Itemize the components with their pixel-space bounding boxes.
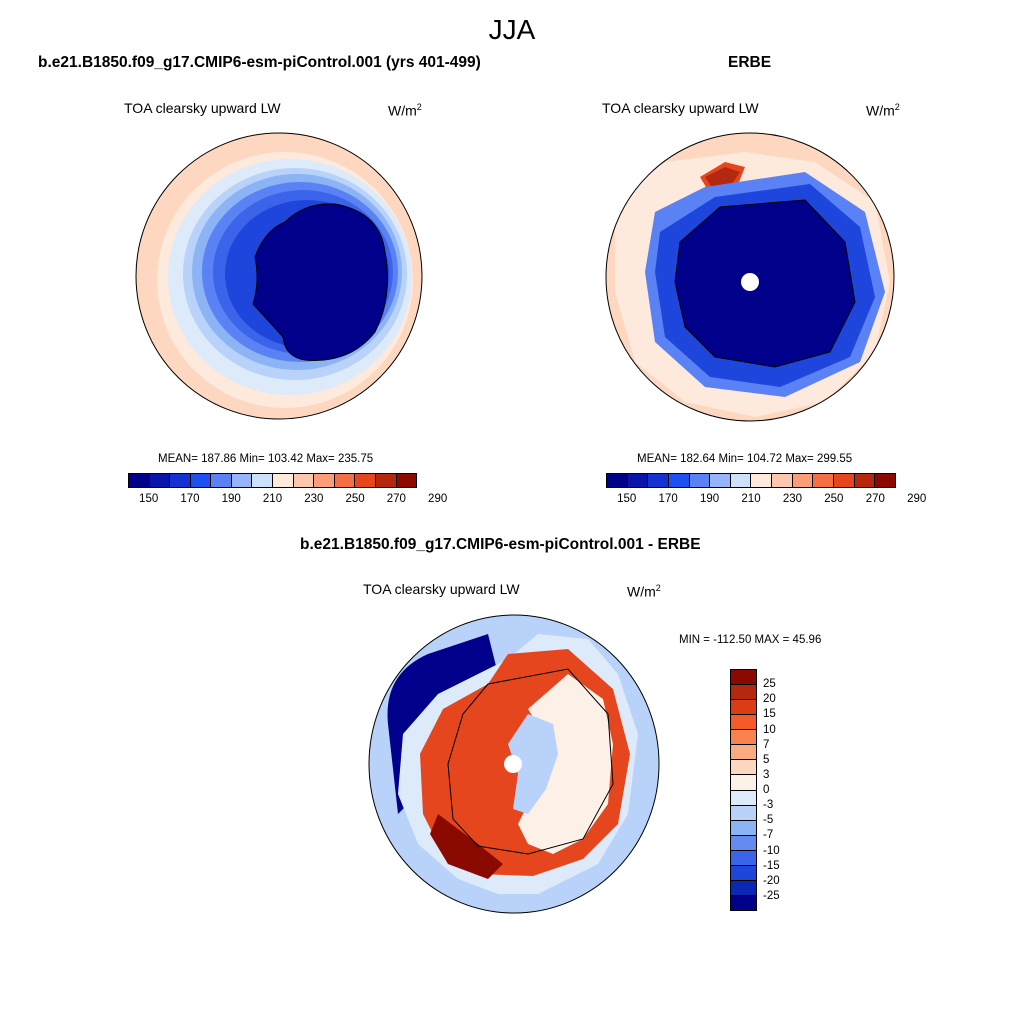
colorbar-swatch xyxy=(731,670,756,686)
colorbar-swatch xyxy=(375,474,397,487)
diff-colorbar xyxy=(730,669,757,911)
colorbar-swatch xyxy=(710,474,731,487)
colorbar-tick-label: 25 xyxy=(763,678,776,691)
colorbar-tick-label: 7 xyxy=(763,738,770,751)
colorbar-tick-label: 20 xyxy=(763,693,776,706)
obs-polar-map xyxy=(605,132,895,422)
colorbar-tick-label: 210 xyxy=(741,493,761,505)
colorbar-swatch xyxy=(190,474,212,487)
colorbar-tick-label: 190 xyxy=(699,493,720,505)
colorbar-tick-label: 170 xyxy=(180,493,200,505)
colorbar-swatch xyxy=(751,474,773,487)
colorbar-swatch xyxy=(273,474,294,487)
colorbar-tick-label: 5 xyxy=(763,753,770,766)
colorbar-swatch xyxy=(396,474,417,487)
colorbar-swatch xyxy=(211,474,232,487)
obs-colorbar xyxy=(606,473,896,488)
colorbar-swatch xyxy=(731,895,756,910)
colorbar-tick-label: 150 xyxy=(617,493,637,505)
colorbar-tick-label: -20 xyxy=(763,874,780,887)
colorbar-swatch xyxy=(334,474,356,487)
colorbar-swatch xyxy=(355,474,376,487)
obs-stats: MEAN= 182.64 Min= 104.72 Max= 299.55 xyxy=(637,453,853,465)
obs-case-title: ERBE xyxy=(728,54,772,71)
colorbar-swatch xyxy=(731,685,756,701)
colorbar-swatch xyxy=(813,474,835,487)
colorbar-swatch xyxy=(731,730,756,746)
colorbar-swatch xyxy=(149,474,171,487)
colorbar-swatch xyxy=(731,835,756,851)
colorbar-tick-label: 270 xyxy=(386,493,406,505)
colorbar-tick-label: 10 xyxy=(763,723,776,736)
colorbar-swatch xyxy=(731,700,756,716)
main-title: JJA xyxy=(488,14,536,45)
colorbar-tick-label: -15 xyxy=(763,859,780,872)
model-polar-map xyxy=(135,132,423,420)
colorbar-tick-label: 170 xyxy=(658,493,678,505)
colorbar-tick-label: 0 xyxy=(763,784,770,796)
colorbar-tick-label: 15 xyxy=(763,708,776,721)
colorbar-swatch xyxy=(731,805,756,821)
colorbar-swatch xyxy=(627,474,649,487)
colorbar-swatch xyxy=(731,850,756,866)
colorbar-swatch xyxy=(252,474,274,487)
colorbar-tick-label: 270 xyxy=(865,493,885,505)
colorbar-swatch xyxy=(731,745,756,761)
colorbar-tick-label: -5 xyxy=(763,814,774,827)
colorbar-tick-label: 250 xyxy=(345,493,365,505)
colorbar-swatch xyxy=(231,474,253,487)
diff-case-title: b.e21.B1850.f09_g17.CMIP6-esm-piControl.… xyxy=(300,536,701,553)
diff-minmax: MIN = -112.50 MAX = 45.96 xyxy=(679,634,822,646)
colorbar-swatch xyxy=(293,474,315,487)
colorbar-swatch xyxy=(730,474,752,487)
colorbar-tick-label: -7 xyxy=(763,829,774,842)
colorbar-swatch xyxy=(648,474,669,487)
colorbar-swatch xyxy=(314,474,335,487)
model-units: W/m2 xyxy=(388,102,422,119)
model-colorbar xyxy=(128,473,417,488)
colorbar-tick-label: 290 xyxy=(428,493,448,505)
colorbar-swatch xyxy=(854,474,876,487)
diff-panel-title: TOA clearsky upward LW xyxy=(363,581,520,597)
colorbar-swatch xyxy=(668,474,690,487)
colorbar-swatch xyxy=(689,474,711,487)
obs-panel-title: TOA clearsky upward LW xyxy=(602,100,759,116)
colorbar-tick-label: 250 xyxy=(824,493,844,505)
model-panel-title: TOA clearsky upward LW xyxy=(124,100,281,116)
colorbar-swatch xyxy=(834,474,855,487)
colorbar-swatch xyxy=(772,474,793,487)
colorbar-tick-label: -25 xyxy=(763,889,780,902)
colorbar-swatch xyxy=(731,880,756,896)
diff-polar-map xyxy=(368,614,660,914)
model-colorbar-labels: 150 170 190 210 230 250 270 290 xyxy=(128,493,447,509)
colorbar-swatch xyxy=(875,474,895,487)
colorbar-swatch xyxy=(731,790,756,806)
colorbar-swatch xyxy=(731,820,756,836)
colorbar-tick-label: 210 xyxy=(262,493,283,505)
diff-units: W/m2 xyxy=(627,583,661,600)
colorbar-tick-label: 150 xyxy=(139,493,159,505)
colorbar-tick-label: -10 xyxy=(763,844,780,857)
colorbar-tick-label: 230 xyxy=(304,493,324,505)
model-stats: MEAN= 187.86 Min= 103.42 Max= 235.75 xyxy=(158,453,374,465)
colorbar-tick-label: 190 xyxy=(221,493,241,505)
colorbar-tick-label: 230 xyxy=(782,493,803,505)
colorbar-tick-label: 3 xyxy=(763,768,770,781)
colorbar-swatch xyxy=(607,474,628,487)
colorbar-swatch xyxy=(731,715,756,731)
colorbar-swatch xyxy=(129,474,150,487)
colorbar-swatch xyxy=(731,775,756,791)
colorbar-tick-label: -3 xyxy=(763,799,774,812)
colorbar-swatch xyxy=(792,474,814,487)
colorbar-swatch xyxy=(731,865,756,881)
obs-units: W/m2 xyxy=(866,102,900,119)
colorbar-swatch xyxy=(170,474,191,487)
obs-colorbar-labels: 150 170 190 210 230 250 270 290 xyxy=(606,493,926,509)
colorbar-swatch xyxy=(731,760,756,776)
model-case-title: b.e21.B1850.f09_g17.CMIP6-esm-piControl.… xyxy=(38,54,481,71)
colorbar-tick-label: 290 xyxy=(907,493,927,505)
